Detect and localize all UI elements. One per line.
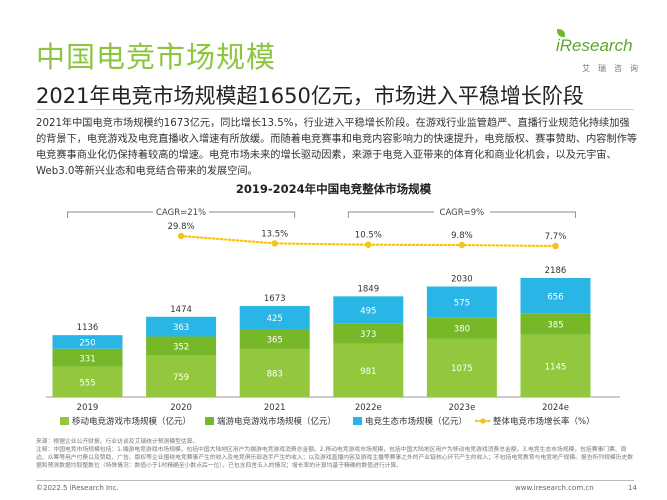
growth-rate-point [365, 241, 372, 248]
bar-value-label: 352 [173, 343, 189, 353]
page-title: 中国电竞市场规模 [36, 40, 277, 74]
bar-ecosystem [333, 296, 404, 324]
headline: 2021年电竞市场规模超1650亿元，市场进入平稳增长阶段 [36, 84, 584, 108]
bar-ecosystem [146, 316, 217, 337]
legend-swatch [205, 417, 214, 425]
bar-mobile [333, 343, 404, 397]
website-url: www.iresearch.com.cn [515, 484, 594, 492]
bar-mobile [520, 334, 591, 397]
bar-ecosystem [239, 305, 310, 330]
bar-pc [426, 317, 497, 339]
page-number: 14 [628, 484, 637, 492]
legend-label: 端游电竞游戏市场规模（亿元） [217, 416, 336, 427]
x-tick-label: 2019 [77, 403, 99, 413]
growth-rate-label: 10.5% [355, 231, 382, 241]
bar-value-label: 380 [454, 325, 470, 335]
bar-mobile [52, 366, 123, 397]
bar-pc [333, 323, 404, 344]
bar-total-label: 1849 [357, 284, 379, 294]
bar-total-label: 1136 [77, 323, 99, 333]
bar-value-label: 385 [547, 321, 563, 331]
footnote-text: 来源：根据企业公开财报、行业访谈及艾瑞统计预测模型估算。 注释：中国电竞市场规模… [36, 439, 634, 469]
bar-value-label: 365 [267, 335, 283, 345]
cagr-bracket [67, 211, 296, 218]
bar-value-label: 363 [173, 323, 189, 333]
bar-pc [52, 348, 123, 367]
bar-pc [146, 336, 217, 356]
footer-divider [36, 480, 634, 481]
logo-tagline: 艾瑞咨询 [582, 64, 646, 73]
growth-rate-point [177, 232, 185, 240]
bar-value-label: 759 [173, 373, 189, 383]
bar-total-label: 1673 [264, 294, 286, 304]
legend-label: 整体电竞市场增长率（%） [493, 416, 595, 427]
x-tick-label: 2022e [355, 403, 382, 413]
x-tick-label: 2020 [170, 403, 192, 413]
bar-ecosystem [520, 278, 591, 314]
cagr-label: CAGR=9% [440, 208, 485, 218]
legend-label: 移动电竞游戏市场规模（亿元） [72, 416, 191, 427]
bar-value-label: 331 [79, 354, 95, 364]
logo-leaf-icon [557, 29, 565, 37]
bar-value-label: 1145 [545, 362, 567, 372]
headline-divider [36, 109, 634, 110]
bar-value-label: 656 [547, 292, 563, 302]
bar-value-label: 575 [454, 299, 470, 309]
copyright-text: ©2022.5 iResearch Inc. [36, 484, 119, 492]
legend-swatch [60, 417, 69, 425]
cagr-bracket [347, 211, 576, 218]
bar-ecosystem [52, 335, 123, 349]
bar-ecosystem [426, 286, 497, 318]
legend-swatch-point [480, 418, 486, 424]
bar-value-label: 250 [79, 338, 95, 348]
bar-mobile [146, 355, 217, 397]
growth-rate-label: 9.8% [451, 231, 473, 241]
summary-paragraph: 2021年中国电竞市场规模约1673亿元，同比增长13.5%，行业进入平稳增长阶… [36, 118, 638, 177]
logo-wordmark: iResearch [556, 36, 633, 55]
bar-value-label: 883 [267, 369, 283, 379]
chart-title: 2019-2024年中国电竞整体市场规模 [235, 182, 432, 196]
bar-value-label: 555 [79, 378, 95, 388]
growth-rate-label: 29.8% [168, 222, 195, 232]
growth-rate-label: 7.7% [545, 232, 567, 242]
x-tick-label: 2023e [448, 403, 475, 413]
legend-label: 电竞生态市场规模（亿元） [365, 416, 467, 427]
bar-total-label: 2186 [545, 266, 567, 276]
bar-value-label: 425 [267, 314, 283, 324]
growth-rate-point [552, 242, 559, 250]
growth-rate-point [271, 240, 278, 247]
source-footnote: 来源：根据企业公开财报、行业访谈及艾瑞统计预测模型估算。 注释：中国电竞市场规模… [36, 438, 636, 470]
x-tick-label: 2024e [542, 403, 569, 413]
bar-total-label: 1474 [170, 305, 192, 315]
bar-total-label: 2030 [451, 274, 473, 284]
x-tick-label: 2021 [264, 403, 286, 413]
growth-rate-point [458, 241, 466, 249]
cagr-label: CAGR=21% [156, 208, 206, 218]
bar-value-label: 495 [360, 306, 376, 316]
bar-mobile [426, 338, 497, 397]
legend-swatch [353, 417, 362, 425]
bar-mobile [239, 348, 310, 397]
growth-rate-label: 13.5% [261, 229, 288, 239]
bar-value-label: 373 [360, 330, 376, 340]
bar-value-label: 981 [360, 367, 376, 377]
bar-pc [520, 313, 591, 335]
iresearch-logo: iResearch 艾瑞咨询 [556, 29, 640, 82]
bar-value-label: 1075 [451, 364, 473, 374]
bar-pc [239, 329, 310, 349]
